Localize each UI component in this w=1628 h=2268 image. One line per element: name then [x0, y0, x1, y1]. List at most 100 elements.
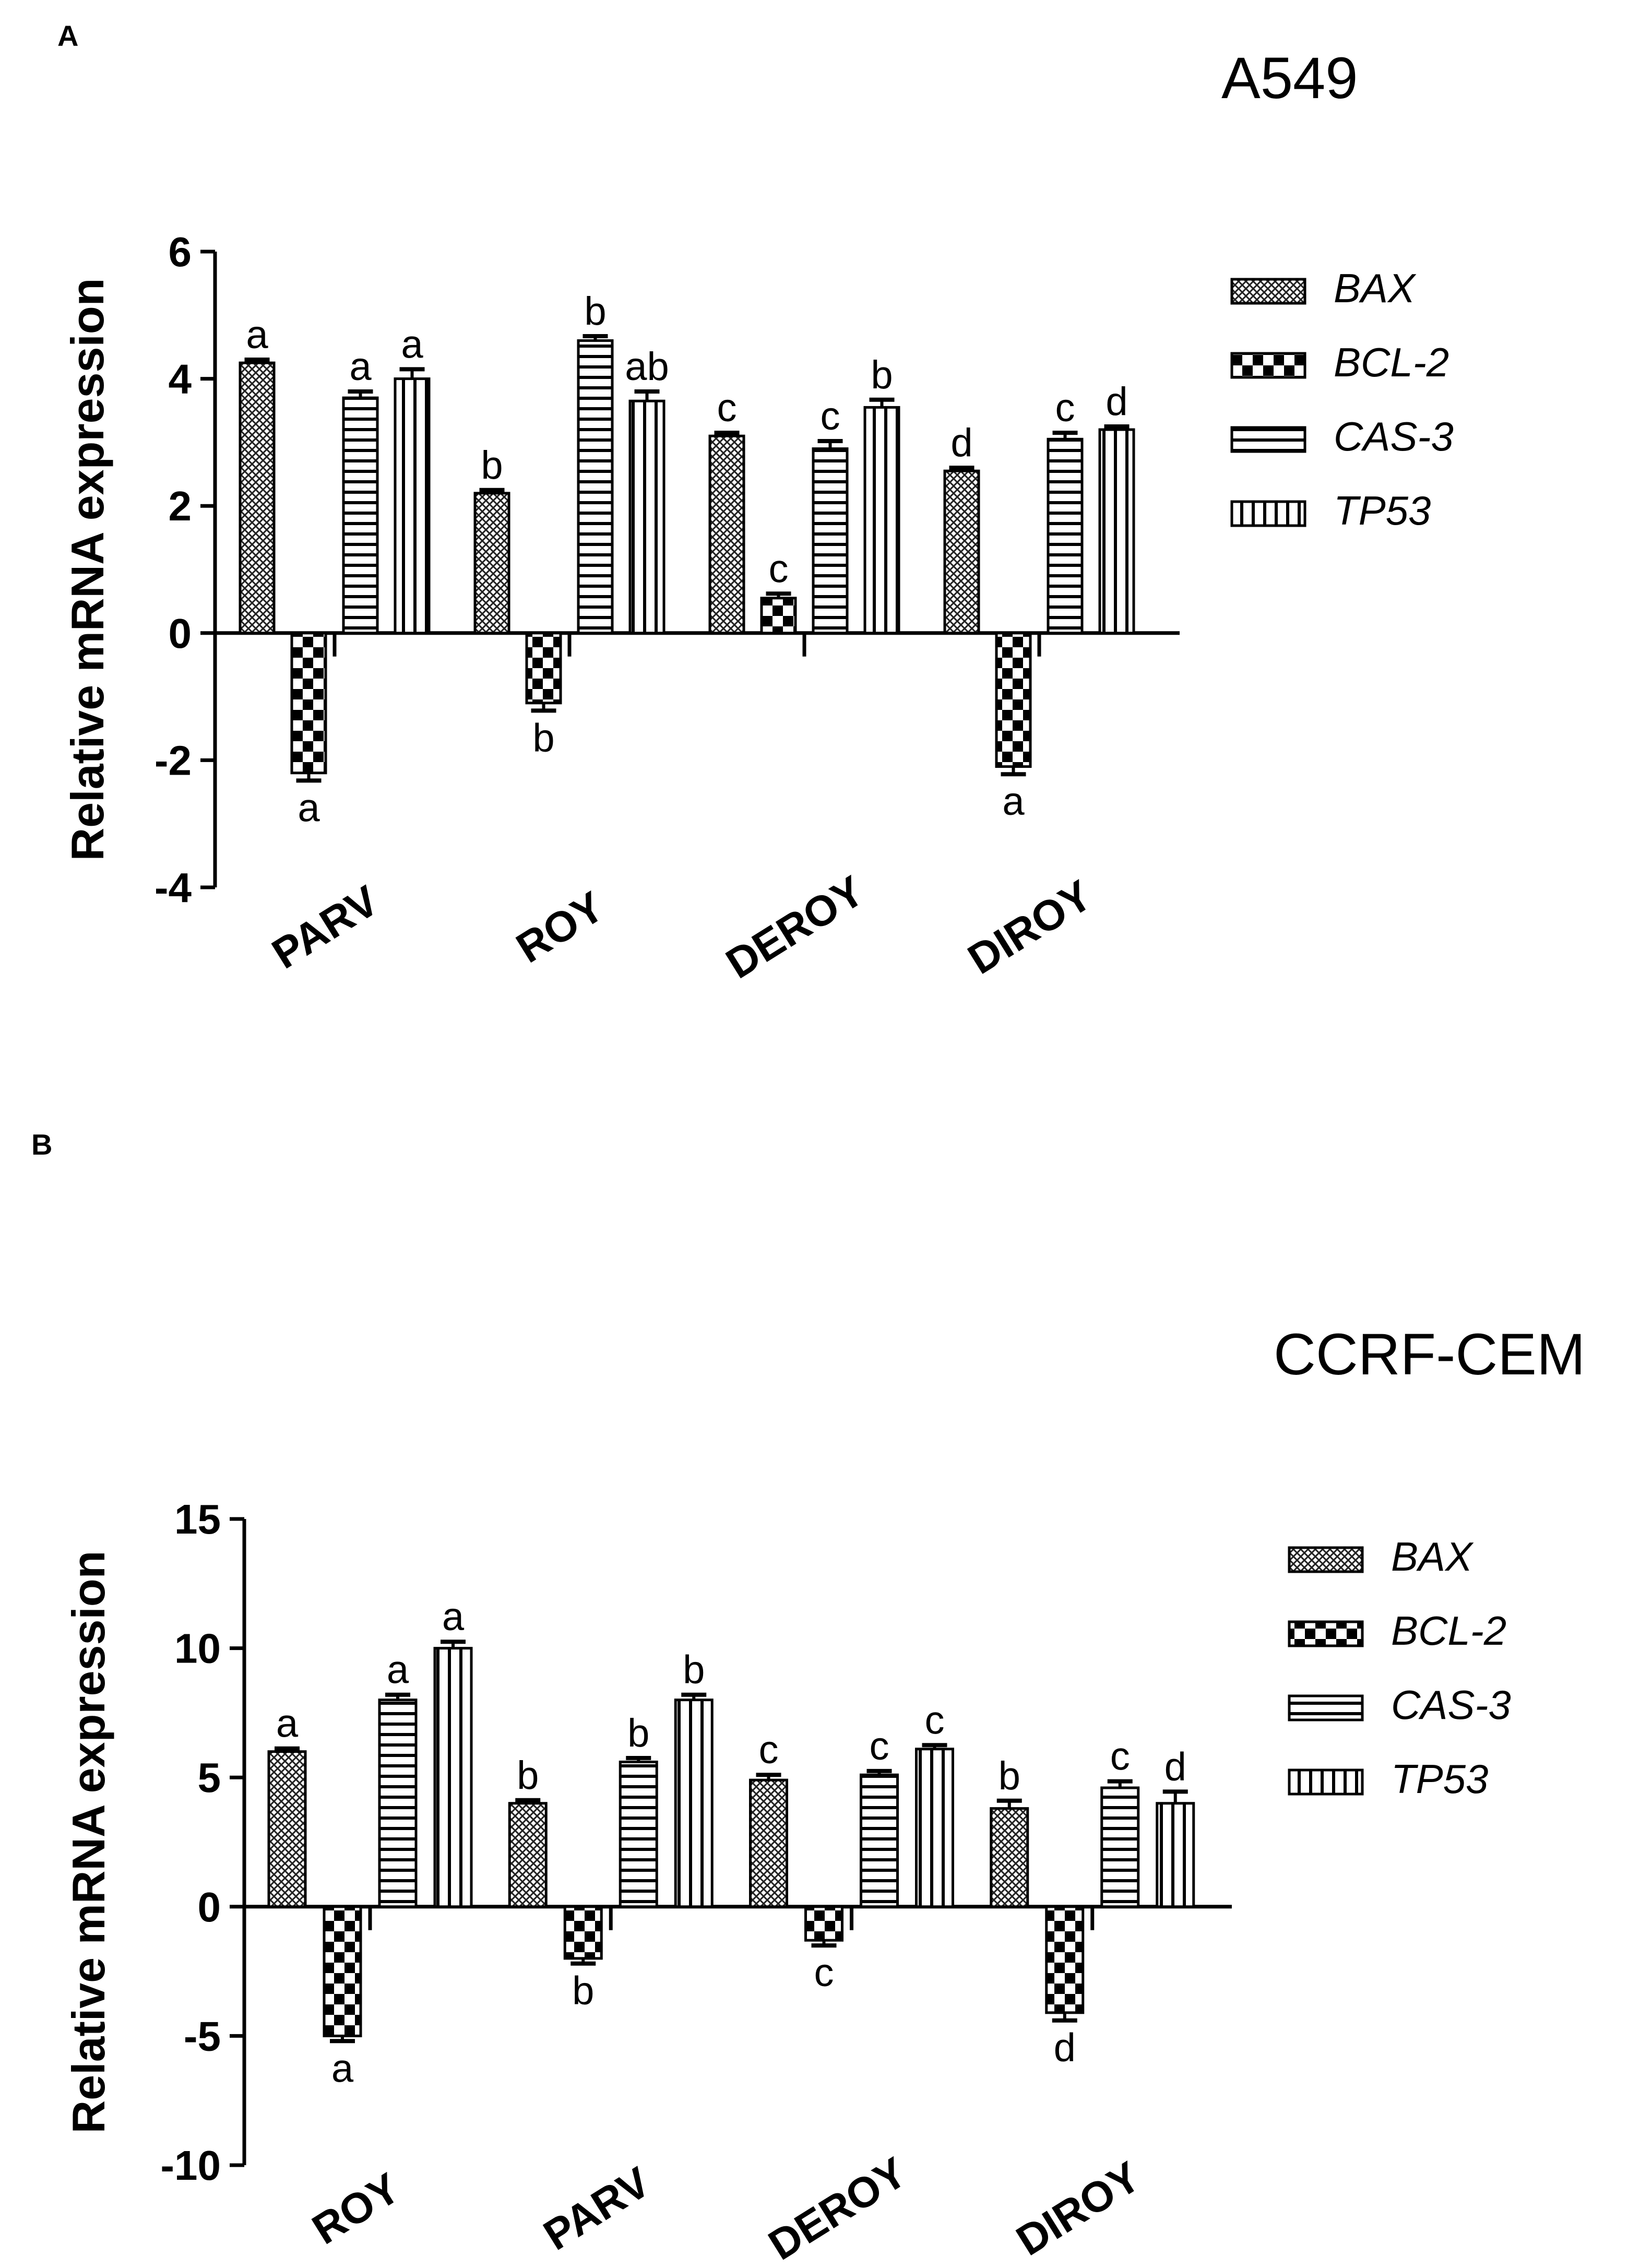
legend-swatch-bax [1230, 278, 1306, 305]
significance-letter: ab [625, 345, 669, 389]
significance-letter: a [401, 322, 423, 366]
x-category-parv: PARV [536, 2158, 658, 2260]
significance-letter: c [870, 1724, 889, 1768]
x-category-roy: ROY [508, 883, 612, 972]
significance-letter: c [1055, 386, 1075, 430]
legend-label-bax: BAX [1334, 265, 1417, 311]
legend-swatch-bcl-2 [1288, 1620, 1364, 1647]
y-axis-label: Relative mRNA expression [62, 278, 113, 861]
bar-cas-3-parv [619, 1760, 658, 1908]
chart-a549: Relative mRNA expression6420-2-4aaaaPARV… [62, 229, 1454, 988]
y-tick-label: 0 [198, 1884, 221, 1930]
legend-label-cas-3: CAS-3 [1334, 413, 1454, 459]
bar-bax-parv [239, 361, 276, 635]
y-tick-label: 5 [198, 1754, 221, 1801]
x-category-deroy: DEROY [718, 867, 873, 988]
bar-tp53-roy [628, 399, 666, 635]
bar-bax-roy [473, 492, 510, 635]
bar-cas-3-deroy [812, 447, 849, 635]
bar-bax-diroy [990, 1807, 1029, 1908]
y-tick-label: -2 [155, 737, 192, 783]
significance-letter: a [276, 1702, 299, 1746]
significance-letter: a [1002, 779, 1025, 824]
legend-label-bcl-2: BCL-2 [1391, 1608, 1506, 1654]
significance-letter: b [999, 1754, 1020, 1798]
bar-bax-parv [508, 1802, 548, 1908]
significance-letter: a [246, 313, 268, 357]
legend-swatch-cas-3 [1288, 1694, 1364, 1721]
bar-cas-3-parv [342, 396, 379, 635]
significance-letter: b [683, 1648, 705, 1692]
panel-letter-b: B [31, 1128, 53, 1161]
significance-letter: a [331, 2046, 354, 2091]
bar-tp53-parv [674, 1699, 714, 1908]
legend-swatch-cas-3 [1230, 426, 1306, 453]
bar-bax-deroy [749, 1778, 788, 1908]
bar-tp53-diroy [1098, 428, 1135, 635]
y-tick-label: 10 [174, 1625, 221, 1672]
chart-ccrf-cem: Relative mRNA expression151050-5-10aaaaR… [63, 1496, 1511, 2268]
x-category-parv: PARV [264, 877, 387, 978]
significance-letter: b [871, 353, 893, 397]
y-tick-label: 2 [169, 483, 192, 529]
y-tick-label: -4 [155, 864, 192, 911]
significance-letter: a [298, 786, 320, 830]
chart-title-ccrf-cem: CCRF-CEM [1274, 1322, 1586, 1387]
bar-bcl-2-diroy [1045, 1905, 1085, 2014]
legend-label-bcl-2: BCL-2 [1334, 339, 1449, 385]
bar-cas-3-roy [378, 1699, 418, 1908]
y-tick-label: 6 [169, 229, 192, 275]
legend-label-tp53: TP53 [1391, 1756, 1488, 1802]
bar-bcl-2-roy [525, 632, 562, 705]
bar-bax-roy [267, 1750, 307, 1908]
bar-bcl-2-parv [563, 1905, 603, 1960]
y-tick-label: 0 [169, 610, 192, 657]
bar-bcl-2-deroy [760, 597, 797, 635]
x-category-deroy: DEROY [760, 2148, 915, 2268]
significance-letter: a [349, 345, 372, 389]
bar-bcl-2-diroy [995, 632, 1032, 768]
y-tick-label: 4 [169, 356, 192, 402]
significance-letter: c [1110, 1735, 1130, 1779]
bar-bcl-2-roy [323, 1905, 362, 2037]
y-tick-label: 15 [174, 1496, 221, 1542]
x-category-diroy: DIROY [960, 871, 1100, 983]
legend-label-bax: BAX [1391, 1534, 1474, 1580]
bar-bcl-2-deroy [804, 1905, 843, 1942]
significance-letter: c [821, 394, 840, 438]
legend-swatch-tp53 [1288, 1768, 1364, 1796]
significance-letter: d [1164, 1744, 1186, 1789]
y-tick-label: -5 [184, 2013, 221, 2059]
significance-letter: b [572, 1969, 594, 2013]
significance-letter: d [950, 421, 972, 465]
legend-swatch-bcl-2 [1230, 352, 1306, 379]
significance-letter: d [1054, 2026, 1076, 2070]
panel-letter-a: A [57, 19, 79, 52]
legend-label-cas-3: CAS-3 [1391, 1682, 1511, 1728]
bar-bax-deroy [708, 434, 745, 635]
bar-cas-3-diroy [1047, 437, 1084, 635]
chart-title-a549: A549 [1221, 45, 1358, 111]
bar-cas-3-roy [577, 339, 614, 635]
x-category-diroy: DIROY [1008, 2153, 1148, 2265]
bar-tp53-parv [394, 377, 431, 635]
significance-letter: c [925, 1698, 945, 1742]
bar-cas-3-diroy [1100, 1786, 1140, 1908]
significance-letter: b [481, 443, 503, 488]
significance-letter: b [584, 289, 606, 334]
significance-letter: b [627, 1711, 649, 1755]
significance-letter: b [517, 1753, 539, 1798]
legend-label-tp53: TP53 [1334, 488, 1431, 533]
significance-letter: b [532, 716, 554, 760]
significance-letter: c [814, 1951, 834, 1995]
legend-swatch-tp53 [1230, 500, 1306, 527]
bar-cas-3-deroy [860, 1773, 899, 1908]
significance-letter: c [759, 1728, 779, 1772]
x-category-roy: ROY [304, 2164, 408, 2253]
significance-letter: a [442, 1595, 465, 1639]
legend-swatch-bax [1288, 1546, 1364, 1573]
y-tick-label: -10 [160, 2142, 221, 2189]
bar-tp53-deroy [915, 1748, 954, 1908]
bar-bcl-2-parv [290, 632, 327, 775]
bar-tp53-diroy [1156, 1802, 1195, 1908]
